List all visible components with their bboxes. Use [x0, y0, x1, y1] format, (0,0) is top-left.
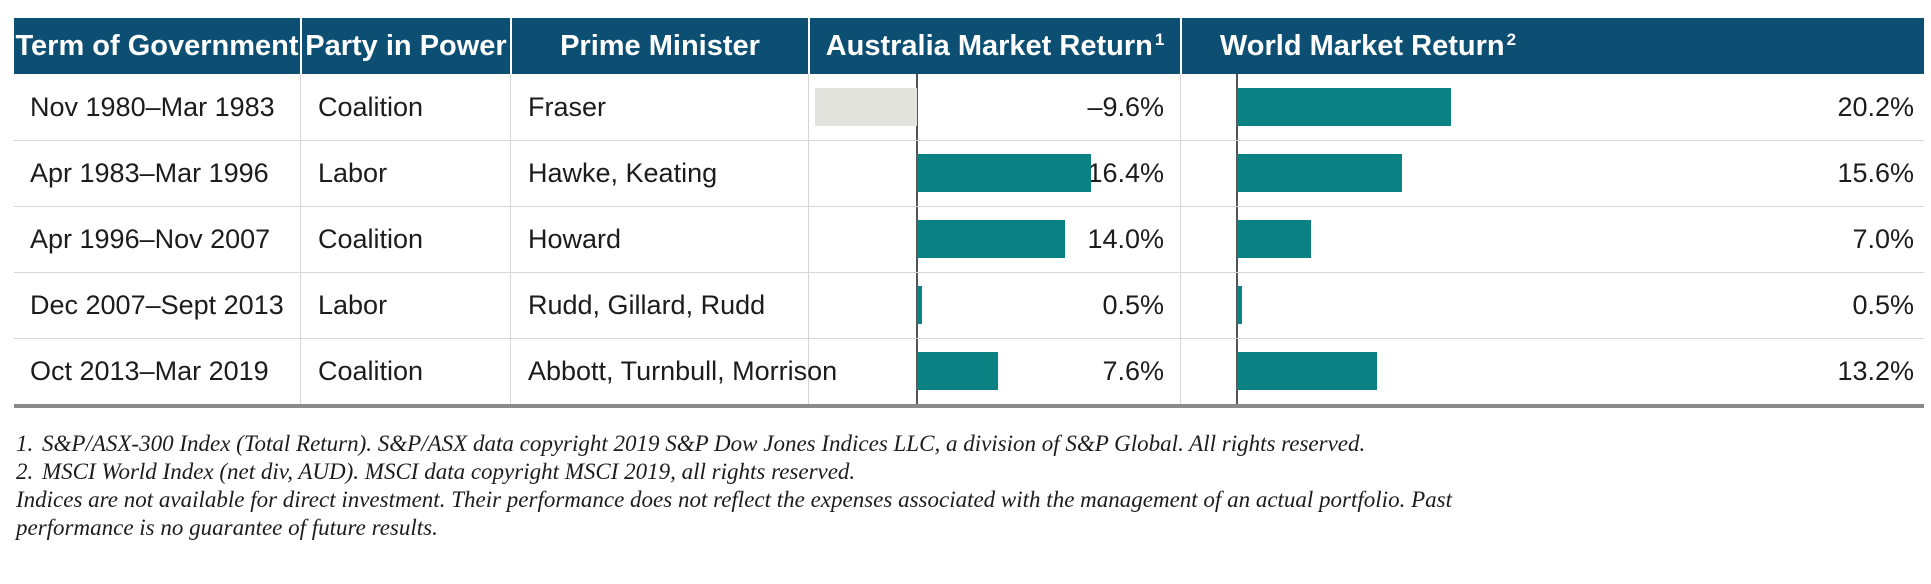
party-cell: Coalition: [318, 92, 424, 122]
world-return-bar: [1237, 286, 1243, 324]
table-row: Apr 1983–Mar 1996 Labor Hawke, Keating 16.4…: [14, 140, 1924, 206]
party-cell: Labor: [318, 290, 388, 320]
aus-return-label: 0.5%: [1102, 290, 1164, 320]
table-row: Oct 2013–Mar 2019 Coalition Abbott, Turnbu…: [14, 338, 1924, 404]
header-pm: Prime Minister: [560, 30, 760, 62]
row-separator: [14, 338, 1924, 339]
header-divider: [1180, 18, 1182, 74]
table-header: Term of Government Party in Power Prime …: [14, 18, 1924, 74]
aus-return-bar: [917, 154, 1091, 192]
pm-cell: Fraser: [528, 92, 607, 122]
term-cell: Apr 1983–Mar 1996: [30, 158, 269, 188]
world-return-label: 15.6%: [1837, 158, 1914, 188]
footnotes: 1. S&P/ASX-300 Index (Total Return). S&P/…: [16, 430, 1916, 542]
header-aus-return: Australia Market Return 1: [825, 30, 1165, 62]
world-return-label: 20.2%: [1837, 92, 1914, 122]
disclaimer-line-2: performance is no guarantee of future re…: [16, 515, 438, 540]
returns-table: Term of Government Party in Power Prime …: [14, 18, 1924, 408]
term-cell: Nov 1980–Mar 1983: [30, 92, 275, 122]
header-world-return: World Market Return 2: [1219, 30, 1517, 62]
pm-cell: Abbott, Turnbull, Morrison: [528, 356, 838, 386]
row-separator: [14, 272, 1924, 273]
aus-return-label: –9.6%: [1087, 92, 1164, 122]
term-cell: Oct 2013–Mar 2019: [30, 356, 269, 386]
world-return-bar: [1237, 352, 1377, 390]
aus-return-bar: [917, 286, 923, 324]
disclaimer-line-1: Indices are not available for direct inv…: [16, 487, 1452, 512]
term-cell: Apr 1996–Nov 2007: [30, 224, 271, 254]
table-row: Apr 1996–Nov 2007 Coalition Howard 14.0% 7.0…: [14, 206, 1924, 272]
row-separator: [14, 140, 1924, 141]
world-return-bar: [1237, 88, 1452, 126]
header-divider: [300, 18, 302, 74]
party-cell: Coalition: [318, 224, 424, 254]
party-cell: Coalition: [318, 356, 424, 386]
header-divider: [510, 18, 512, 74]
world-return-label: 7.0%: [1852, 224, 1914, 254]
table-row: Nov 1980–Mar 1983 Coalition Fraser –9.6% 20.…: [14, 74, 1924, 140]
footnote-2: 2. MSCI World Index (net div, AUD). MSCI …: [16, 459, 856, 484]
aus-return-label: 16.4%: [1087, 158, 1164, 188]
aus-return-bar: [917, 352, 998, 390]
party-cell: Labor: [318, 158, 388, 188]
aus-return-label: 14.0%: [1087, 224, 1164, 254]
header-divider: [808, 18, 810, 74]
aus-return-bar: [917, 220, 1066, 258]
aus-return-bar: [815, 88, 917, 126]
table-row: Dec 2007–Sept 2013 Labor Rudd, Gillard, Ru…: [14, 272, 1924, 338]
header-party: Party in Power: [305, 30, 507, 62]
pm-cell: Rudd, Gillard, Rudd: [528, 290, 766, 320]
column-divider: [510, 74, 511, 404]
table-body: Nov 1980–Mar 1983 Coalition Fraser –9.6% 20.…: [14, 74, 1924, 408]
world-return-label: 13.2%: [1837, 356, 1914, 386]
pm-cell: Howard: [528, 224, 622, 254]
world-return-bar: [1237, 220, 1312, 258]
column-divider: [1180, 74, 1181, 404]
world-return-label: 0.5%: [1852, 290, 1914, 320]
pm-cell: Hawke, Keating: [528, 158, 718, 188]
header-term: Term of Government: [15, 30, 299, 62]
table-bottom-rule: [14, 404, 1924, 408]
world-return-bar: [1237, 154, 1403, 192]
column-divider: [808, 74, 809, 404]
term-cell: Dec 2007–Sept 2013: [30, 290, 284, 320]
row-separator: [14, 206, 1924, 207]
footnote-1: 1. S&P/ASX-300 Index (Total Return). S&P/…: [16, 431, 1366, 456]
column-divider: [300, 74, 301, 404]
aus-return-label: 7.6%: [1102, 356, 1164, 386]
